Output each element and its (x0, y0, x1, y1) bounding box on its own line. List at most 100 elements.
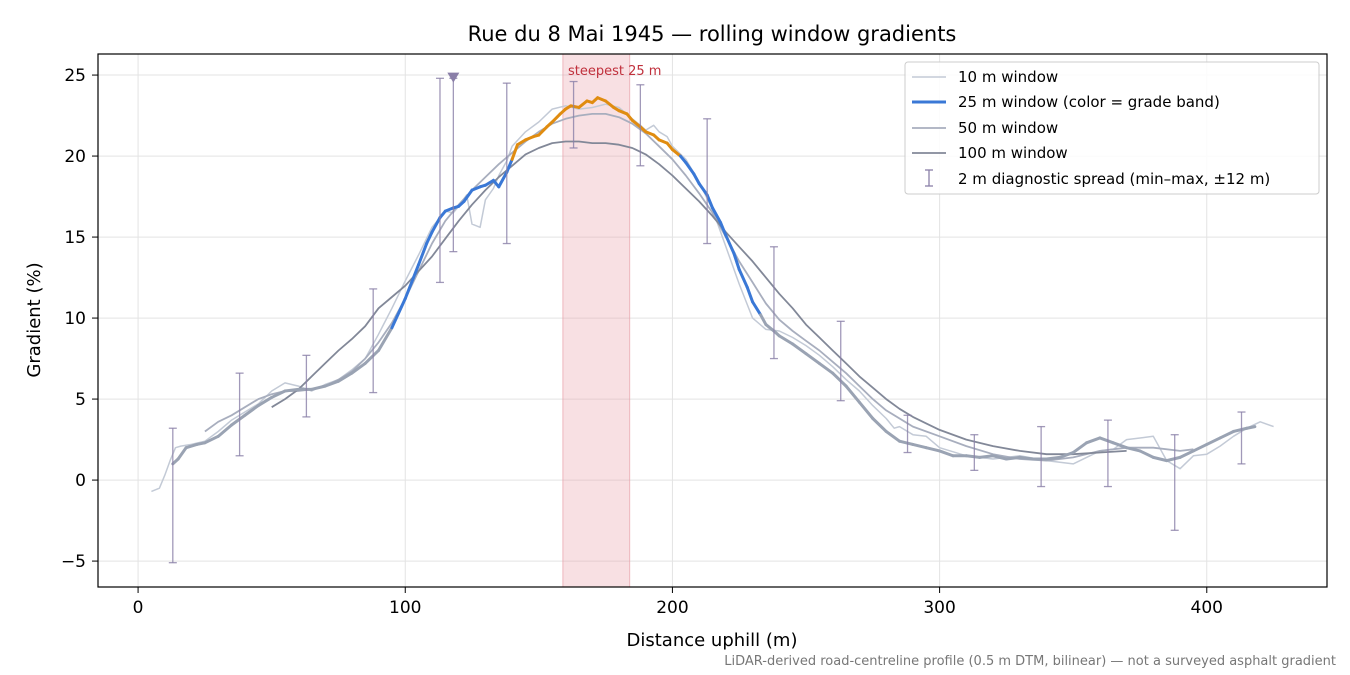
series-25m-segment (550, 112, 562, 124)
series-25m-segment (764, 323, 776, 333)
series-25m-segment (417, 242, 429, 267)
legend-label-100m: 100 m window (958, 144, 1068, 162)
series-25m-segment (1165, 455, 1182, 463)
series-25m-segment (737, 267, 749, 289)
series-25m-segment (390, 297, 407, 330)
series-25m-segment (692, 172, 701, 186)
x-tick-label: 400 (1191, 598, 1223, 618)
series-25m-segment (1085, 436, 1102, 445)
chart-title: Rue du 8 Mai 1945 — rolling window gradi… (468, 22, 957, 46)
series-25m-segment (203, 434, 220, 445)
series-25m-segment (630, 118, 642, 129)
series-25m-segment (350, 361, 367, 375)
series-25m-segment (256, 395, 274, 408)
series-25m-segment (964, 454, 982, 459)
series-25m-segment (483, 178, 495, 187)
y-axis-label: Gradient (%) (24, 262, 45, 377)
series-25m-segment (924, 446, 942, 453)
series-25m-segment (697, 182, 709, 197)
diagnostic-error-bars (168, 77, 1246, 564)
series-25m-segment (510, 143, 519, 161)
legend-label-50m: 50 m window (958, 119, 1058, 137)
series-25m-segment (604, 99, 616, 109)
series-25m-segment (751, 300, 763, 317)
series-25m-segment (505, 157, 514, 174)
series-25m-segment (898, 439, 915, 446)
steepest-highlight-band (562, 53, 631, 588)
peak-marker-layer (447, 72, 460, 83)
series-25m-segment (884, 429, 902, 443)
series-25m-segment (283, 387, 300, 393)
series-25m-segment (804, 352, 821, 365)
series-25m-segment (537, 125, 549, 137)
series-25m-segment (711, 206, 723, 224)
series-25m-segment (938, 449, 955, 458)
legend-label-10m: 10 m window (958, 68, 1058, 86)
series-25m-segment (1125, 446, 1142, 453)
series-25m-segment (831, 371, 848, 388)
series-25m-segment (216, 423, 234, 438)
y-tick-label: 25 (64, 66, 86, 86)
series-25m-segment (1058, 451, 1075, 459)
series-25m-segment (1018, 455, 1035, 461)
series-25m-segment (911, 442, 928, 450)
series-25m-segment (176, 446, 188, 461)
series-25m-segment (732, 251, 741, 271)
series-25m-segment (270, 389, 287, 399)
series-25m-segment (1071, 441, 1089, 455)
x-tick-label: 300 (923, 598, 955, 618)
x-axis-label: Distance uphill (m) (627, 630, 798, 651)
series-25m-segment (745, 285, 755, 304)
y-axis-ticks: −5 0 5 10 15 20 25 (61, 66, 98, 572)
series-25m-segment (844, 384, 861, 404)
series-25m-segment (817, 361, 835, 375)
series-25m-segment (577, 99, 589, 109)
series-25m-segment (1218, 429, 1235, 440)
legend-box (904, 61, 1320, 195)
x-axis-ticks: 0 100 200 300 400 (133, 587, 1223, 618)
y-tick-label: 5 (75, 390, 86, 410)
series-25m-segment (684, 161, 696, 176)
series-25m-segment (403, 263, 421, 301)
series-25m-segment (243, 404, 260, 417)
series-25m-segment (323, 379, 340, 388)
y-tick-label: 15 (64, 228, 86, 248)
series-25m-segment (857, 400, 875, 421)
series-25m-segment (1191, 442, 1209, 453)
series-25m-segment (1044, 455, 1062, 461)
legend-label-25m: 25 m window (color = grade band) (958, 93, 1220, 111)
series-25m-segment (230, 413, 247, 427)
series-25m-segment (1205, 436, 1222, 446)
series-25m-segment (705, 193, 714, 210)
series-25m-segment (978, 454, 995, 459)
series-25m-segment (1004, 455, 1022, 461)
series-25m-segment (462, 188, 474, 203)
series-25m-segment (363, 348, 381, 365)
series-lines (151, 96, 1274, 493)
series-25m-segment (515, 138, 527, 147)
series-25m-segment (1098, 436, 1115, 445)
series-25m-segment (777, 334, 795, 346)
series-25m-segment (1111, 441, 1129, 450)
series-25m-segment (336, 371, 354, 383)
series-25m-segment (1245, 425, 1257, 430)
x-tick-label: 200 (656, 598, 688, 618)
x-tick-label: 100 (389, 598, 421, 618)
legend-label-error-bars: 2 m diagnostic spread (min–max, ±12 m) (958, 170, 1270, 188)
series-25m-segment (871, 417, 888, 433)
series-25m-segment (377, 326, 394, 352)
series-25m-segment (1138, 449, 1155, 459)
series-25m-segment (430, 216, 442, 234)
series-25m-segment (497, 170, 509, 189)
plot-frame (97, 53, 1328, 588)
series-25m-segment (1151, 455, 1169, 463)
y-tick-label: 20 (64, 147, 86, 167)
steepest-band-rect (562, 53, 631, 588)
y-tick-label: 10 (64, 309, 86, 329)
series-25m-segment (310, 384, 327, 391)
steepest-annotation: steepest 25 m (568, 64, 661, 79)
y-tick-label: 0 (75, 471, 86, 491)
series-25m-segment (991, 454, 1008, 461)
footnote: LiDAR-derived road-centreline profile (0… (724, 654, 1336, 669)
